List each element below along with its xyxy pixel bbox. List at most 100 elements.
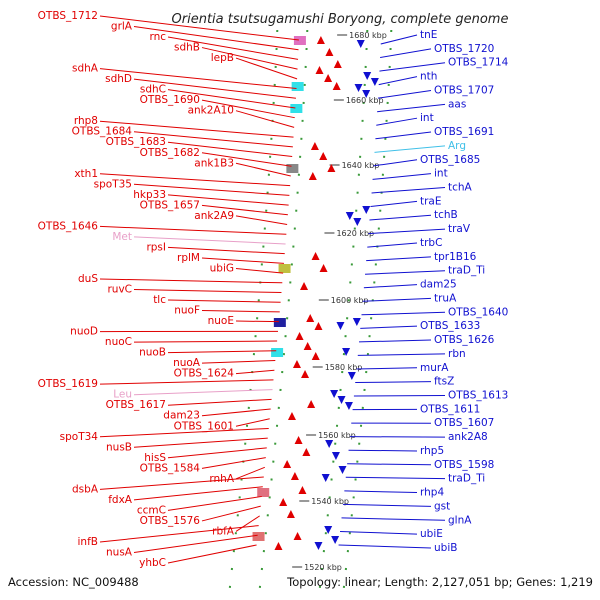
left-label-leader xyxy=(235,267,284,274)
right-gene-label: OTBS_1640 xyxy=(448,306,508,318)
gene-block xyxy=(278,264,291,273)
left-gene-label: hisS xyxy=(144,452,166,464)
left-label-leader xyxy=(201,408,271,417)
left-label-leader xyxy=(99,68,297,90)
gene-block xyxy=(293,36,306,45)
kbp-tick-label: 1660 kbp xyxy=(346,96,384,105)
left-label-leader xyxy=(133,486,263,501)
left-label-leader xyxy=(201,457,266,469)
reverse-gene-arrow xyxy=(342,348,351,356)
kbp-tick-label: 1580 kbp xyxy=(325,363,363,372)
right-label-leader xyxy=(376,117,418,126)
left-gene-label: ank1B3 xyxy=(194,157,234,169)
right-gene-label: rhp5 xyxy=(420,445,444,457)
forward-gene-arrow xyxy=(279,498,288,506)
forward-gene-arrow xyxy=(308,172,317,180)
left-gene-label: duS xyxy=(78,273,98,285)
left-gene-label: OTBS_1576 xyxy=(140,515,201,527)
right-gene-labels: tnEOTBS_1720OTBS_1714nthOTBS_1707aasintO… xyxy=(338,29,509,554)
left-label-leader xyxy=(99,15,299,41)
right-gene-label: tchA xyxy=(448,182,473,194)
left-label-leader xyxy=(133,131,293,148)
reverse-gene-arrow xyxy=(324,526,333,534)
right-label-leader xyxy=(365,270,446,275)
right-label-leader xyxy=(372,173,432,180)
right-label-leader xyxy=(374,145,446,153)
left-gene-label: hkp33 xyxy=(133,189,166,201)
right-gene-label: traD_Ti xyxy=(448,473,485,485)
right-gene-label: OTBS_1613 xyxy=(448,389,508,401)
forward-gene-arrow xyxy=(319,152,328,160)
reverse-gene-arrow xyxy=(356,40,365,48)
forward-gene-arrow xyxy=(332,82,341,90)
forward-gene-arrow xyxy=(315,66,324,74)
left-gene-label: nuoD xyxy=(70,326,98,338)
left-label-leader xyxy=(99,278,283,284)
right-gene-label: OTBS_1607 xyxy=(434,417,494,429)
reverse-gene-arrow xyxy=(325,440,334,448)
right-gene-label: ank2A8 xyxy=(448,431,488,443)
left-gene-label: nuoB xyxy=(139,347,166,359)
left-gene-label: rhp8 xyxy=(74,115,98,127)
forward-gene-arrow xyxy=(286,510,295,518)
kbp-ticks: 1680 kbp 1660 kbp 1640 kbp 1620 kbp 1600 kbp… xyxy=(292,31,387,572)
left-gene-label: dam23 xyxy=(163,410,200,422)
right-label-leader xyxy=(378,76,418,86)
left-gene-label: rnc xyxy=(149,31,166,43)
reverse-gene-arrow xyxy=(345,212,354,220)
left-label-leader xyxy=(201,310,280,313)
left-label-leader xyxy=(201,204,288,216)
track-guide xyxy=(228,29,279,591)
left-label-leader xyxy=(235,369,275,375)
left-gene-label: ank2A10 xyxy=(188,105,234,117)
forward-gene-arrow xyxy=(274,542,283,550)
right-label-leader xyxy=(356,367,418,370)
forward-gene-arrow xyxy=(316,36,325,44)
kbp-tick-label: 1620 kbp xyxy=(336,229,374,238)
forward-gene-arrow xyxy=(287,412,296,420)
left-label-leader xyxy=(235,110,295,128)
right-gene-label: murA xyxy=(420,362,449,374)
left-gene-label: lepB xyxy=(211,52,234,64)
right-gene-label: OTBS_1720 xyxy=(434,43,494,55)
left-gene-label: OTBS_1601 xyxy=(174,420,234,432)
forward-gene-arrow xyxy=(303,342,312,350)
right-gene-label: tchB xyxy=(434,209,458,221)
left-gene-label: OTBS_1712 xyxy=(38,10,98,22)
genome-summary-text: Topology: linear; Length: 2,127,051 bp; … xyxy=(286,575,593,589)
left-label-leader xyxy=(167,36,299,60)
left-gene-label: nusB xyxy=(106,441,132,453)
gene-block xyxy=(290,104,303,113)
left-label-leader xyxy=(133,437,268,448)
left-gene-label: sdhD xyxy=(105,73,132,85)
right-gene-label: OTBS_1691 xyxy=(434,126,494,138)
left-gene-label: spoT35 xyxy=(94,178,132,190)
right-label-leader xyxy=(357,353,446,356)
left-gene-label: rnhA xyxy=(209,473,234,485)
right-gene-label: rhp4 xyxy=(420,487,444,499)
reverse-gene-arrow xyxy=(347,372,356,380)
right-label-leader xyxy=(367,242,418,248)
accession-text: Accession: NC_009488 xyxy=(8,575,139,589)
reverse-gene-arrow xyxy=(362,206,371,214)
left-gene-label: OTBS_1657 xyxy=(140,199,200,211)
right-gene-label: aas xyxy=(448,98,466,110)
reverse-gene-arrow xyxy=(330,390,339,398)
left-label-leader xyxy=(201,152,292,167)
reverse-gene-arrow xyxy=(344,402,353,410)
right-label-leader xyxy=(341,517,446,521)
right-label-leader xyxy=(379,62,446,72)
gene-block xyxy=(286,164,299,173)
left-label-leader xyxy=(167,89,296,109)
right-label-leader xyxy=(344,490,418,494)
left-gene-label: sdhB xyxy=(174,42,200,54)
left-label-leader xyxy=(235,515,260,532)
left-gene-label: Met xyxy=(112,231,132,243)
right-gene-label: OTBS_1714 xyxy=(448,57,509,69)
left-label-leader xyxy=(201,257,284,264)
left-label-leader xyxy=(133,26,299,51)
right-gene-label: int xyxy=(434,168,448,180)
left-label-leader xyxy=(99,427,269,438)
left-gene-label: OTBS_1690 xyxy=(140,94,200,106)
left-gene-label: ccmC xyxy=(137,504,166,516)
